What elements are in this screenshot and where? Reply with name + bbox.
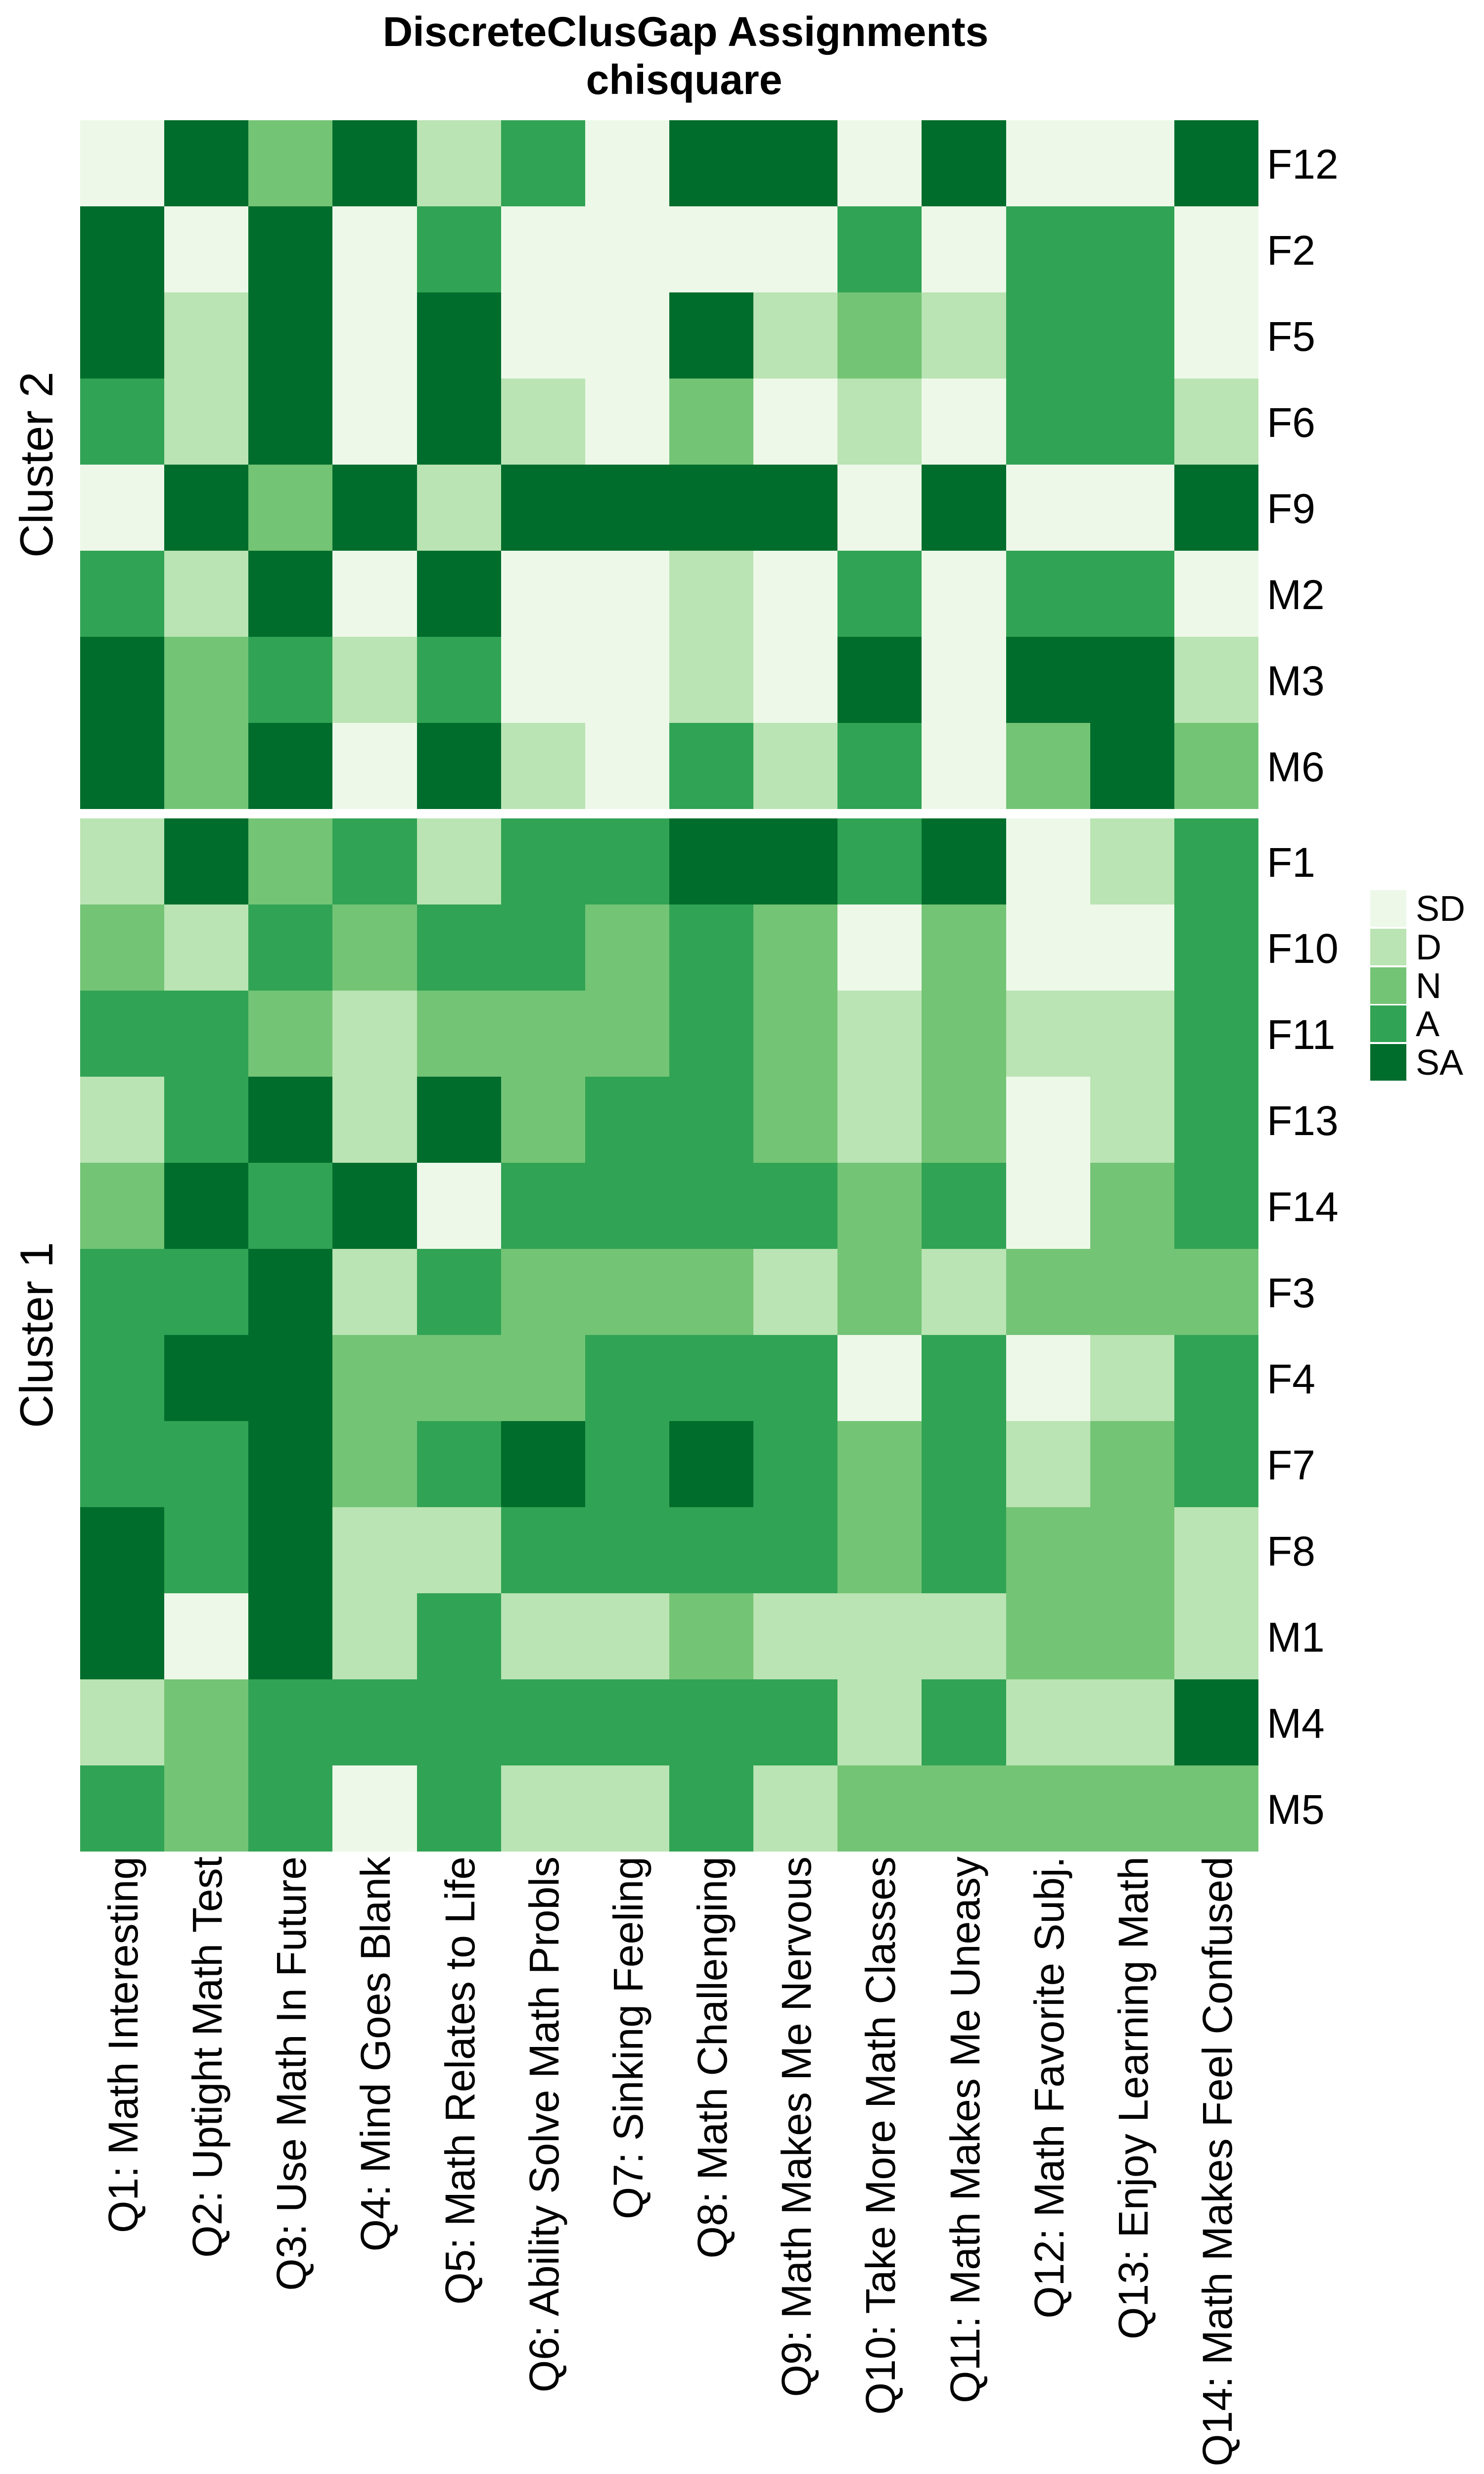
svg-text:N: N xyxy=(1416,966,1441,1006)
svg-text:DiscreteClusGap Assignments: DiscreteClusGap Assignments xyxy=(383,8,989,55)
svg-text:D: D xyxy=(1416,928,1441,967)
svg-text:Q11: Math Makes Me Uneasy: Q11: Math Makes Me Uneasy xyxy=(942,1856,988,2403)
svg-text:Q6: Ability Solve Math Probls: Q6: Ability Solve Math Probls xyxy=(521,1856,567,2392)
svg-text:F11: F11 xyxy=(1267,1011,1336,1058)
svg-text:F3: F3 xyxy=(1267,1270,1315,1316)
svg-text:F8: F8 xyxy=(1267,1528,1315,1574)
svg-text:F14: F14 xyxy=(1267,1184,1339,1230)
svg-text:Q12: Math Favorite Subj.: Q12: Math Favorite Subj. xyxy=(1026,1856,1072,2319)
svg-text:M4: M4 xyxy=(1267,1700,1325,1747)
svg-text:F6: F6 xyxy=(1267,399,1315,446)
svg-text:F1: F1 xyxy=(1267,839,1315,886)
svg-text:Q7: Sinking Feeling: Q7: Sinking Feeling xyxy=(605,1856,651,2219)
svg-text:F9: F9 xyxy=(1267,485,1315,532)
svg-text:M1: M1 xyxy=(1267,1614,1325,1661)
svg-text:F5: F5 xyxy=(1267,313,1315,360)
svg-text:Q10: Take More Math Classes: Q10: Take More Math Classes xyxy=(857,1856,904,2415)
svg-text:Q4: Mind Goes Blank: Q4: Mind Goes Blank xyxy=(352,1856,399,2251)
svg-text:M2: M2 xyxy=(1267,571,1325,618)
svg-text:Cluster 1: Cluster 1 xyxy=(10,1242,62,1428)
svg-text:A: A xyxy=(1416,1004,1439,1044)
svg-text:Q13: Enjoy Learning Math: Q13: Enjoy Learning Math xyxy=(1110,1856,1157,2339)
svg-text:SD: SD xyxy=(1416,889,1465,929)
svg-text:F12: F12 xyxy=(1267,141,1339,188)
svg-text:Q3: Use Math In Future: Q3: Use Math In Future xyxy=(268,1856,315,2291)
svg-text:chisquare: chisquare xyxy=(586,56,783,103)
svg-text:Q2: Uptight Math Test: Q2: Uptight Math Test xyxy=(184,1856,231,2258)
svg-text:Cluster 2: Cluster 2 xyxy=(10,372,62,558)
svg-text:F2: F2 xyxy=(1267,227,1315,274)
svg-text:Q5: Math Relates to Life: Q5: Math Relates to Life xyxy=(437,1856,483,2305)
svg-text:Q14: Math Makes Feel Confused: Q14: Math Makes Feel Confused xyxy=(1194,1856,1241,2467)
svg-text:M5: M5 xyxy=(1267,1786,1325,1833)
svg-text:F7: F7 xyxy=(1267,1442,1315,1488)
svg-text:SA: SA xyxy=(1416,1043,1463,1083)
svg-text:F13: F13 xyxy=(1267,1097,1339,1144)
svg-text:M6: M6 xyxy=(1267,744,1325,790)
svg-text:M3: M3 xyxy=(1267,658,1325,704)
svg-text:F10: F10 xyxy=(1267,925,1339,972)
svg-text:Q8: Math Challenging: Q8: Math Challenging xyxy=(689,1856,736,2258)
svg-text:Q1: Math Interesting: Q1: Math Interesting xyxy=(100,1856,146,2233)
svg-text:F4: F4 xyxy=(1267,1356,1315,1402)
svg-text:Q9: Math Makes Me Nervous: Q9: Math Makes Me Nervous xyxy=(773,1856,820,2397)
